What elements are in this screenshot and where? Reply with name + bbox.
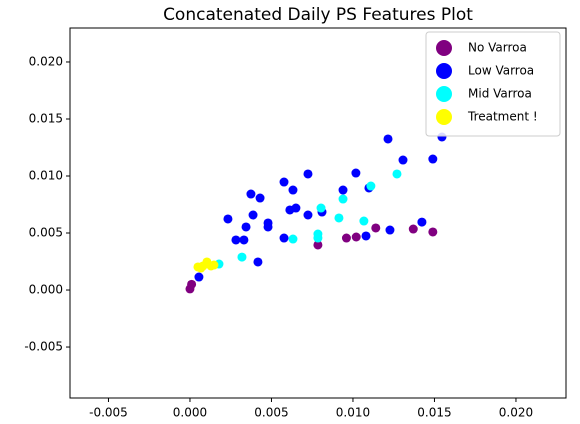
legend-marker [436,63,452,79]
point [194,272,204,282]
y-tick-label: -0.005 [24,340,63,354]
legend-marker [436,86,452,102]
point [279,177,289,187]
point [209,260,219,270]
point [383,134,393,144]
point [398,155,408,165]
y-tick-label: 0.005 [29,226,63,240]
point [385,225,395,235]
point [313,233,323,243]
point [237,252,247,262]
chart-title: Concatenated Daily PS Features Plot [163,5,473,25]
point [263,218,273,228]
x-tick-label: 0.005 [254,406,288,420]
point [392,169,402,179]
point [246,189,256,199]
y-tick-label: 0.000 [29,283,63,297]
point [338,194,348,204]
point [316,203,326,213]
point [196,263,206,273]
point [303,210,313,220]
point [371,223,381,233]
legend-label: Treatment ! [467,110,538,124]
legend-label: No Varroa [468,41,527,55]
x-tick-label: -0.005 [89,406,128,420]
legend-box [425,31,561,137]
x-tick-label: 0.010 [336,406,370,420]
x-tick-label: 0.015 [417,406,451,420]
point [248,210,258,220]
point [279,233,289,243]
point [253,257,263,267]
point [303,169,313,179]
legend-marker [436,109,452,125]
point [291,203,301,213]
point [223,214,233,224]
legend-marker [436,40,452,56]
plot-frame [69,27,567,399]
point [428,227,438,237]
x-tick-label: 0.020 [499,406,533,420]
y-tick-label: 0.015 [29,111,63,125]
point [338,185,348,195]
point [239,235,249,245]
point [241,222,251,232]
x-tick-label: 0.000 [173,406,207,420]
point [361,231,371,241]
legend-label: Mid Varroa [468,87,532,101]
point [428,154,438,164]
point [417,217,427,227]
point [334,213,344,223]
point [255,193,265,203]
y-tick-label: 0.020 [29,54,63,68]
point [187,279,197,289]
point [366,181,376,191]
point [288,234,298,244]
point [231,235,241,245]
legend-label: Low Varroa [468,64,534,78]
point [341,233,351,243]
point [359,216,369,226]
y-tick-label: 0.010 [29,169,63,183]
point [351,168,361,178]
point [288,185,298,195]
point [313,240,323,250]
point [351,232,361,242]
point [408,224,418,234]
